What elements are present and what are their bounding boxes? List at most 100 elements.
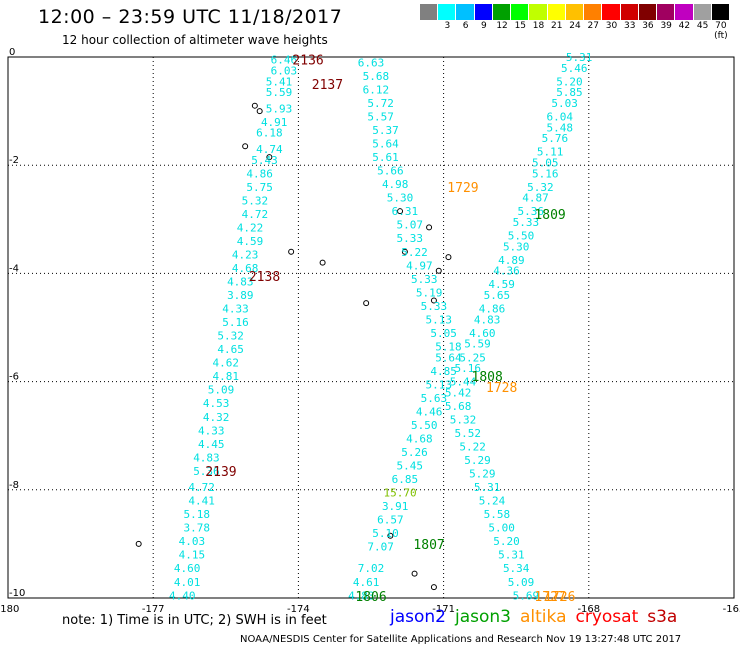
legend-swatch: [711, 4, 730, 20]
wave-height-value: 4.83: [348, 589, 375, 602]
wave-height-value: 4.61: [353, 576, 380, 589]
y-tick-label: -6: [9, 372, 19, 383]
island-marker: [363, 300, 370, 307]
pass-time-label: 1807: [413, 538, 444, 553]
island-marker: [242, 143, 249, 150]
wave-height-value: 4.68: [406, 432, 433, 445]
legend-label: 18: [532, 21, 545, 31]
wave-height-value: 4.22: [237, 221, 264, 234]
wave-height-value: 4.03: [179, 535, 206, 548]
y-tick-label: -4: [9, 263, 19, 274]
wave-height-value: 5.29: [464, 454, 491, 467]
legend-swatch: [420, 4, 439, 20]
wave-height-value: 3.91: [382, 500, 409, 513]
wave-height-value: 4.68: [232, 262, 259, 275]
wave-height-value: 5.61: [372, 151, 399, 164]
wave-height-value: 5.32: [242, 194, 269, 207]
legend-swatch: [602, 4, 621, 20]
wave-height-value: 5.22: [459, 441, 486, 454]
wave-height-value: 5.19: [416, 286, 443, 299]
wave-height-value: 5.33: [513, 216, 540, 229]
wave-height-value: 7.02: [358, 562, 385, 575]
wave-height-value: 6.85: [392, 473, 419, 486]
x-tick-label: -174: [287, 604, 310, 615]
wave-height-value: 5.03: [551, 97, 578, 110]
wave-height-value: 6.46: [271, 54, 298, 67]
wave-height-value: 5.30: [503, 240, 530, 253]
legend-swatch: [693, 4, 712, 20]
legend-label: 36: [642, 21, 654, 31]
pass-time-label: 1809: [534, 208, 565, 223]
wave-height-value: 6.57: [377, 514, 404, 527]
wave-height-value: 5.32: [217, 330, 244, 343]
legend-swatch: [511, 4, 530, 20]
wave-height-value: 5.31: [566, 51, 593, 64]
satellite-name: jason2: [390, 607, 446, 627]
wave-height-value: 5.20: [556, 75, 583, 88]
wave-height-value: 5.50: [411, 419, 438, 432]
wave-height-value: 4.45: [198, 438, 225, 451]
wave-height-value: 4.83: [474, 313, 501, 326]
wave-height-value: 5.52: [455, 427, 482, 440]
legend-swatch: [657, 4, 676, 20]
wave-height-value: 4.46: [416, 405, 443, 418]
wave-height-value: 4.32: [203, 411, 230, 424]
wave-height-value: 3.78: [184, 522, 211, 535]
wave-height-value: 3.89: [227, 289, 254, 302]
island-marker: [445, 254, 452, 261]
wave-height-value: 5.16: [532, 167, 559, 180]
wave-height-value: 4.41: [188, 495, 215, 508]
legend-label: 39: [660, 21, 672, 31]
satellite-name: cryosat: [575, 607, 639, 627]
pass-time-label: 2138: [249, 270, 280, 285]
pass-time-label: 1808: [472, 370, 503, 385]
wave-height-value: 5.44: [450, 376, 477, 389]
legend-label: 42: [678, 21, 691, 31]
wave-height-value: 5.26: [401, 446, 428, 459]
y-tick-label: -10: [9, 588, 25, 599]
x-tick-label: -177: [142, 604, 165, 615]
island-marker: [256, 108, 263, 115]
wave-height-value: 5.30: [387, 192, 414, 205]
legend-swatch: [565, 4, 585, 20]
x-tick-label: -171: [432, 604, 455, 615]
y-tick-label: -2: [9, 155, 19, 166]
legend-swatch: [584, 4, 603, 20]
wave-height-value: 4.86: [246, 167, 273, 180]
legend-swatch: [547, 4, 566, 20]
wave-height-value: 5.31: [474, 481, 501, 494]
pass-time-label: 2137: [312, 78, 343, 93]
wave-height-value: 4.59: [237, 235, 264, 248]
island-marker: [411, 570, 418, 577]
wave-height-value: 5.42: [445, 386, 472, 399]
pass-time-label: 1729: [447, 181, 478, 196]
wave-height-value: 4.72: [188, 481, 215, 494]
legend-label: 45: [696, 21, 709, 31]
wave-height-value: 5.58: [484, 508, 511, 521]
wave-height-value: 5.59: [266, 86, 293, 99]
legend-label: 15: [514, 21, 527, 31]
wave-height-value: 6.12: [363, 83, 390, 96]
legend-label: 21: [551, 21, 563, 31]
wave-height-value: 6.03: [271, 65, 298, 78]
wave-height-value: 6.63: [358, 56, 385, 69]
island-marker: [426, 224, 433, 231]
wave-height-value: 5.09: [508, 576, 535, 589]
wave-height-value: 4.59: [488, 278, 515, 291]
wave-height-value: 4.89: [498, 254, 525, 267]
island-marker: [397, 208, 404, 215]
credit-line: NOAA/NESDIS Center for Satellite Applica…: [240, 634, 682, 645]
wave-height-value: 5.31: [498, 549, 525, 562]
wave-height-value: 4.81: [213, 370, 240, 383]
island-marker: [251, 102, 258, 109]
wave-height-value: 5.85: [556, 86, 583, 99]
island-marker: [135, 540, 142, 547]
wave-height-value: 5.07: [396, 219, 423, 232]
legend-swatch: [438, 4, 457, 20]
wave-height-value: 4.97: [406, 259, 433, 272]
wave-height-value: 5.33: [411, 273, 438, 286]
wave-height-value: 5.13: [426, 313, 453, 326]
pass-time-label: 2139: [205, 465, 236, 480]
wave-height-value: 5.16: [455, 362, 482, 375]
